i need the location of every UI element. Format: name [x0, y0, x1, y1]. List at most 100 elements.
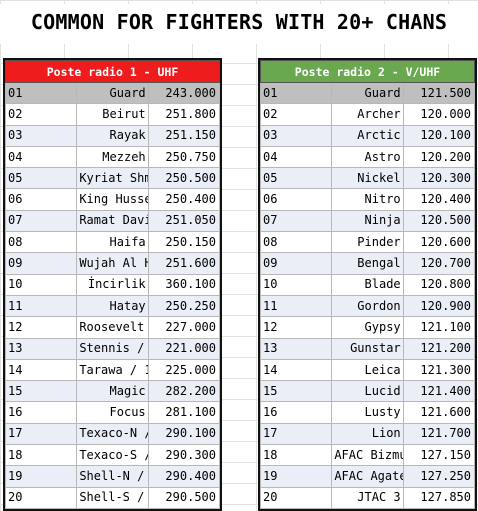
channel-name-cell[interactable]: Haifa [76, 231, 149, 254]
channel-frequency-cell[interactable]: 127.850 [402, 486, 476, 509]
channel-name-cell[interactable]: Magic [76, 380, 149, 403]
channel-number-cell[interactable]: 02 [259, 103, 333, 126]
channel-number-cell[interactable]: 16 [4, 401, 78, 424]
channel-frequency-cell[interactable]: 120.800 [402, 273, 476, 296]
channel-frequency-cell[interactable]: 121.600 [402, 401, 476, 424]
channel-frequency-cell[interactable]: 251.150 [147, 124, 221, 147]
channel-frequency-cell[interactable]: 281.100 [147, 401, 221, 424]
channel-name-cell[interactable]: AFAC Agate/Dodge [331, 465, 404, 488]
channel-name-cell[interactable]: Shell-S / 63Y [76, 486, 149, 509]
channel-number-cell[interactable]: 09 [259, 252, 333, 275]
channel-number-cell[interactable]: 07 [4, 209, 78, 233]
channel-number-cell[interactable]: 13 [4, 337, 78, 360]
channel-frequency-cell[interactable]: 360.100 [147, 273, 221, 296]
channel-frequency-cell[interactable]: 251.800 [147, 103, 221, 126]
channel-number-cell[interactable]: 20 [4, 486, 78, 509]
channel-name-cell[interactable]: Beirut [76, 103, 149, 126]
channel-name-cell[interactable]: JTAC 3 [331, 486, 404, 509]
channel-frequency-cell[interactable]: 121.500 [402, 81, 476, 105]
channel-frequency-cell[interactable]: 290.400 [147, 465, 221, 488]
channel-frequency-cell[interactable]: 243.000 [147, 81, 221, 105]
channel-frequency-cell[interactable]: 120.700 [402, 252, 476, 275]
channel-name-cell[interactable]: Archer [331, 103, 404, 126]
channel-frequency-cell[interactable]: 120.100 [402, 124, 476, 147]
channel-name-cell[interactable]: Lion [331, 422, 404, 446]
channel-number-cell[interactable]: 07 [259, 209, 333, 233]
channel-name-cell[interactable]: Mezzeh [76, 145, 149, 169]
channel-number-cell[interactable]: 01 [4, 81, 78, 105]
channel-number-cell[interactable]: 03 [4, 124, 78, 147]
channel-name-cell[interactable]: Kyriat Shmona [76, 167, 149, 190]
channel-frequency-cell[interactable]: 250.150 [147, 231, 221, 254]
channel-frequency-cell[interactable]: 120.500 [402, 209, 476, 233]
channel-frequency-cell[interactable]: 120.900 [402, 294, 476, 318]
channel-name-cell[interactable]: Leica [331, 358, 404, 382]
channel-name-cell[interactable]: Shell-N / 62Y [76, 465, 149, 488]
channel-number-cell[interactable]: 19 [259, 465, 333, 488]
channel-name-cell[interactable]: Texaco-S / 61Y [76, 444, 149, 467]
channel-frequency-cell[interactable]: 120.300 [402, 167, 476, 190]
channel-name-cell[interactable]: Nickel [331, 167, 404, 190]
channel-name-cell[interactable]: Nitro [331, 188, 404, 211]
channel-frequency-cell[interactable]: 250.500 [147, 167, 221, 190]
channel-number-cell[interactable]: 14 [4, 358, 78, 382]
channel-name-cell[interactable]: Roosevelt / 12X [76, 316, 149, 339]
channel-name-cell[interactable]: AFAC Bizmuth/Colt [331, 444, 404, 467]
channel-number-cell[interactable]: 03 [259, 124, 333, 147]
channel-name-cell[interactable]: Ninja [331, 209, 404, 233]
channel-name-cell[interactable]: Astro [331, 145, 404, 169]
channel-name-cell[interactable]: İncirlik [76, 273, 149, 296]
channel-frequency-cell[interactable]: 251.050 [147, 209, 221, 233]
channel-number-cell[interactable]: 16 [259, 401, 333, 424]
channel-name-cell[interactable]: Lusty [331, 401, 404, 424]
channel-number-cell[interactable]: 12 [259, 316, 333, 339]
channel-number-cell[interactable]: 12 [4, 316, 78, 339]
channel-frequency-cell[interactable]: 121.400 [402, 380, 476, 403]
channel-number-cell[interactable]: 05 [4, 167, 78, 190]
channel-frequency-cell[interactable]: 221.000 [147, 337, 221, 360]
channel-name-cell[interactable]: Stennis / 13X [76, 337, 149, 360]
channel-number-cell[interactable]: 11 [259, 294, 333, 318]
channel-frequency-cell[interactable]: 121.700 [402, 422, 476, 446]
channel-number-cell[interactable]: 04 [259, 145, 333, 169]
channel-name-cell[interactable]: King Hussein [76, 188, 149, 211]
channel-name-cell[interactable]: Tarawa / 14X [76, 358, 149, 382]
channel-frequency-cell[interactable]: 250.250 [147, 294, 221, 318]
channel-number-cell[interactable]: 04 [4, 145, 78, 169]
channel-number-cell[interactable]: 09 [4, 252, 78, 275]
channel-frequency-cell[interactable]: 120.400 [402, 188, 476, 211]
channel-frequency-cell[interactable]: 120.200 [402, 145, 476, 169]
channel-frequency-cell[interactable]: 290.500 [147, 486, 221, 509]
channel-number-cell[interactable]: 01 [259, 81, 333, 105]
channel-frequency-cell[interactable]: 225.000 [147, 358, 221, 382]
channel-frequency-cell[interactable]: 290.300 [147, 444, 221, 467]
channel-frequency-cell[interactable]: 120.600 [402, 231, 476, 254]
channel-frequency-cell[interactable]: 250.400 [147, 188, 221, 211]
channel-frequency-cell[interactable]: 121.100 [402, 316, 476, 339]
channel-number-cell[interactable]: 08 [4, 231, 78, 254]
channel-number-cell[interactable]: 18 [4, 444, 78, 467]
channel-frequency-cell[interactable]: 127.250 [402, 465, 476, 488]
channel-number-cell[interactable]: 17 [259, 422, 333, 446]
channel-number-cell[interactable]: 18 [259, 444, 333, 467]
channel-frequency-cell[interactable]: 121.300 [402, 358, 476, 382]
channel-frequency-cell[interactable]: 251.600 [147, 252, 221, 275]
channel-name-cell[interactable]: Lucid [331, 380, 404, 403]
channel-number-cell[interactable]: 05 [259, 167, 333, 190]
channel-name-cell[interactable]: Pinder [331, 231, 404, 254]
channel-name-cell[interactable]: Gordon [331, 294, 404, 318]
channel-number-cell[interactable]: 19 [4, 465, 78, 488]
channel-name-cell[interactable]: Guard [331, 81, 404, 105]
channel-number-cell[interactable]: 13 [259, 337, 333, 360]
channel-name-cell[interactable]: Guard [76, 81, 149, 105]
channel-name-cell[interactable]: Hatay [76, 294, 149, 318]
channel-name-cell[interactable]: Rayak [76, 124, 149, 147]
channel-number-cell[interactable]: 10 [259, 273, 333, 296]
channel-name-cell[interactable]: Blade [331, 273, 404, 296]
channel-number-cell[interactable]: 15 [4, 380, 78, 403]
channel-name-cell[interactable]: Wujah Al Hajar [76, 252, 149, 275]
channel-name-cell[interactable]: Bengal [331, 252, 404, 275]
channel-frequency-cell[interactable]: 250.750 [147, 145, 221, 169]
channel-number-cell[interactable]: 15 [259, 380, 333, 403]
channel-name-cell[interactable]: Ramat David [76, 209, 149, 233]
